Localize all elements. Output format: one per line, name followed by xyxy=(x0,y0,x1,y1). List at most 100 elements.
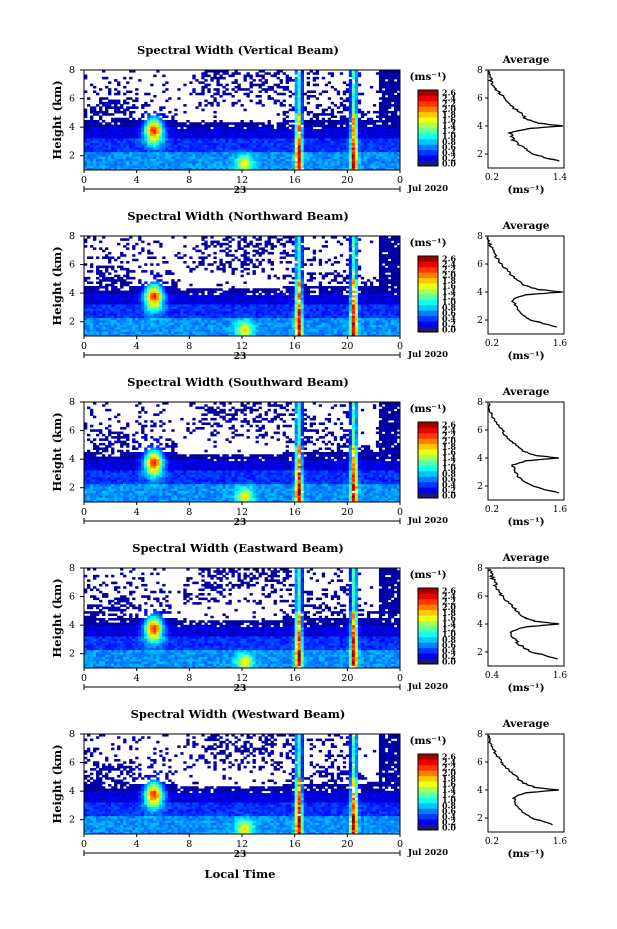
heatmap-cell xyxy=(324,108,329,112)
heatmap-cell xyxy=(378,138,383,141)
heatmap-cell xyxy=(264,165,268,169)
heatmap-cell xyxy=(375,129,380,132)
heatmap-cell xyxy=(351,140,356,144)
heatmap-cell xyxy=(297,154,301,157)
heatmap-cell xyxy=(225,149,229,153)
heatmap-cell xyxy=(165,156,169,159)
heatmap-cell xyxy=(102,135,106,139)
heatmap-cell xyxy=(261,126,265,130)
heatmap-cell xyxy=(189,163,193,166)
heatmap-cell xyxy=(342,115,347,119)
heatmap-cell xyxy=(351,88,356,91)
heatmap-cell xyxy=(225,301,229,305)
heatmap-cell xyxy=(267,258,271,262)
heatmap-cell xyxy=(267,133,271,137)
heatmap-cell xyxy=(105,133,109,137)
heatmap-cell xyxy=(177,320,181,323)
heatmap-cell xyxy=(93,163,97,166)
heatmap-cell xyxy=(168,163,172,166)
heatmap-cell xyxy=(393,167,398,171)
heatmap-cell xyxy=(90,120,94,123)
heatmap-cell xyxy=(249,329,253,332)
heatmap-cell xyxy=(276,331,280,335)
heatmap-cell xyxy=(111,322,115,325)
heatmap-cell xyxy=(390,124,395,128)
heatmap-cell xyxy=(162,324,166,328)
heatmap-cell xyxy=(138,117,142,121)
heatmap-cell xyxy=(381,151,386,155)
heatmap-cell xyxy=(324,158,329,162)
heatmap-cell xyxy=(138,292,142,296)
heatmap-cell xyxy=(210,288,214,291)
heatmap-cell xyxy=(198,165,202,169)
heatmap-cell xyxy=(138,326,142,330)
heatmap-cell xyxy=(162,165,166,169)
heatmap-cell xyxy=(204,242,208,246)
heatmap-cell xyxy=(300,149,304,153)
heatmap-cell xyxy=(129,301,133,305)
heatmap-cell xyxy=(261,156,265,159)
heatmap-cell xyxy=(300,74,304,78)
heatmap-cell xyxy=(90,317,94,321)
heatmap-cell xyxy=(396,126,401,130)
heatmap-cell xyxy=(207,158,211,162)
heatmap-cell xyxy=(384,83,389,87)
heatmap-cell xyxy=(288,311,292,314)
heatmap-cell xyxy=(198,135,202,139)
heatmap-cell xyxy=(294,106,298,109)
heatmap-cell xyxy=(357,110,362,114)
heatmap-cell xyxy=(207,154,211,157)
heatmap-cell xyxy=(285,304,289,307)
heatmap-cell xyxy=(195,142,199,146)
heatmap-cell xyxy=(267,120,271,123)
heatmap-cell xyxy=(285,115,289,119)
heatmap-cell xyxy=(138,322,142,325)
heatmap-cell xyxy=(171,120,175,123)
heatmap-cell xyxy=(387,142,392,146)
heatmap-cell xyxy=(204,295,208,298)
heatmap-cell xyxy=(162,299,166,303)
heatmap-cell xyxy=(261,267,265,271)
heatmap-cell xyxy=(108,292,112,296)
heatmap-cell xyxy=(156,326,160,330)
heatmap-cell xyxy=(396,156,401,159)
heatmap-cell xyxy=(327,151,332,155)
heatmap-cell xyxy=(375,138,380,141)
heatmap-cell xyxy=(240,263,244,266)
heatmap-cell xyxy=(246,242,250,246)
heatmap-cell xyxy=(84,240,88,244)
heatmap-cell xyxy=(231,254,235,257)
heatmap-cell xyxy=(240,147,244,150)
heatmap-cell xyxy=(129,313,133,316)
heatmap-cell xyxy=(351,76,356,80)
heatmap-cell xyxy=(183,145,187,148)
heatmap-cell xyxy=(342,154,347,157)
heatmap-cell xyxy=(225,322,229,325)
heatmap-cell xyxy=(141,124,145,128)
heatmap-cell xyxy=(390,151,395,155)
heatmap-cell xyxy=(114,156,118,159)
heatmap-cell xyxy=(282,313,286,316)
heatmap-cell xyxy=(219,135,223,139)
heatmap-cell xyxy=(378,79,383,82)
heatmap-cell xyxy=(375,126,380,130)
heatmap-cell xyxy=(153,133,157,137)
heatmap-cell xyxy=(270,320,274,323)
heatmap-cell xyxy=(297,145,301,148)
heatmap-cell xyxy=(246,329,250,332)
heatmap-cell xyxy=(132,311,136,314)
heatmap-cell xyxy=(288,306,292,310)
heatmap-cell xyxy=(339,126,344,130)
heatmap-cell xyxy=(279,317,283,321)
heatmap-cell xyxy=(168,331,172,335)
heatmap-cell xyxy=(348,160,353,164)
heatmap-cell xyxy=(225,326,229,330)
heatmap-cell xyxy=(162,301,166,305)
heatmap-cell xyxy=(294,124,298,128)
heatmap-cell xyxy=(171,115,175,119)
heatmap-cell xyxy=(210,240,214,244)
heatmap-cell xyxy=(318,145,323,148)
heatmap-cell xyxy=(132,120,136,123)
heatmap-cell xyxy=(204,133,208,137)
y-tick-label: 8 xyxy=(69,65,75,76)
